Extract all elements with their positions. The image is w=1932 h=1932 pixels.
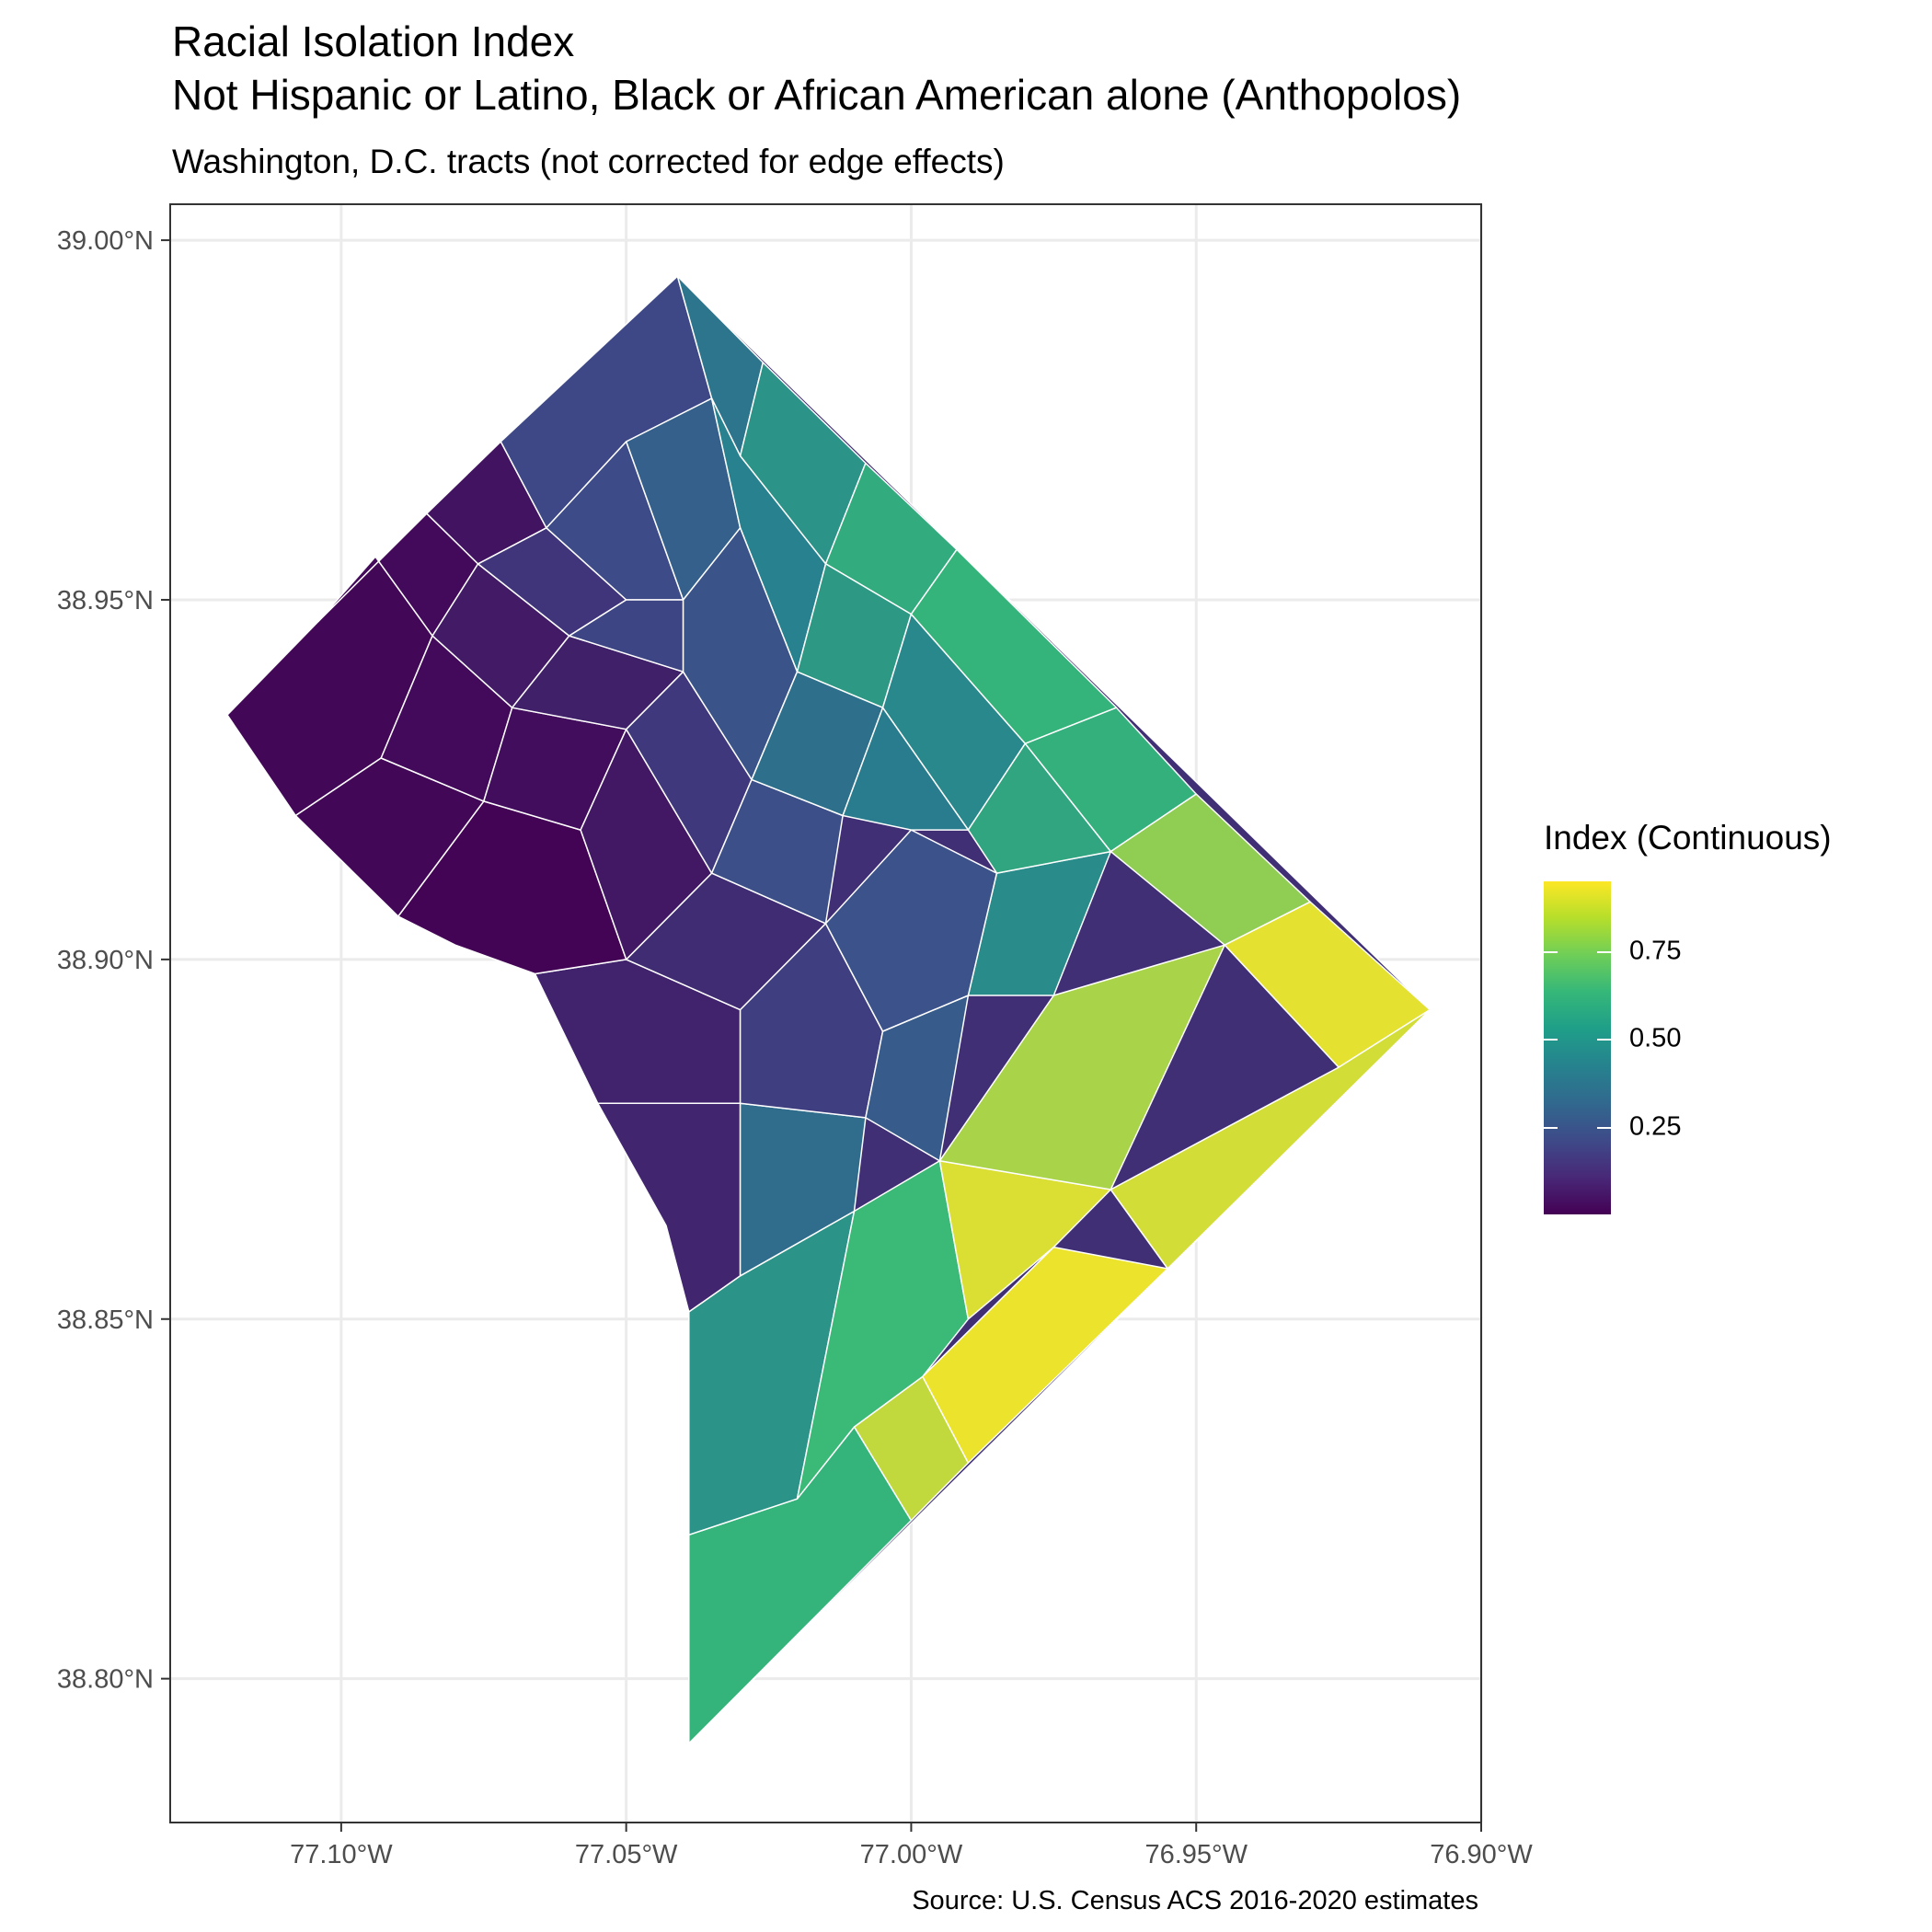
legend-colorbar xyxy=(1544,881,1611,1214)
y-tick-label: 38.85°N xyxy=(57,1305,154,1335)
chart-title-line-2: Not Hispanic or Latino, Black or African… xyxy=(172,71,1462,119)
plot-border xyxy=(169,203,1482,1823)
y-tick-label: 38.95°N xyxy=(57,586,154,615)
y-axis: 38.80°N 38.85°N 38.90°N 38.95°N 39.00°N xyxy=(57,226,170,1695)
tract xyxy=(824,829,998,1032)
caption: Source: U.S. Census ACS 2016-2020 estima… xyxy=(912,1886,1478,1915)
tract xyxy=(967,742,1112,874)
legend-tick xyxy=(1597,951,1611,954)
legend-tick-label: 0.50 xyxy=(1629,1023,1682,1053)
legend-tick xyxy=(1597,1126,1611,1129)
tract-polygons xyxy=(226,275,1432,1745)
legend-title: Index (Continuous) xyxy=(1544,819,1832,857)
x-axis: 77.10°W 77.05°W 77.00°W 76.95°W 76.90°W xyxy=(290,1823,1533,1869)
tract xyxy=(842,707,970,831)
y-tick-label: 38.90°N xyxy=(57,946,154,975)
x-tick-label: 77.10°W xyxy=(290,1840,393,1869)
legend-tick xyxy=(1544,1126,1558,1129)
legend-tick xyxy=(1544,1039,1558,1041)
x-tick-label: 77.00°W xyxy=(860,1840,963,1869)
legend-tick xyxy=(1597,1039,1611,1041)
y-tick-label: 39.00°N xyxy=(57,226,154,256)
legend-tick-label: 0.75 xyxy=(1629,936,1682,966)
x-tick-label: 76.90°W xyxy=(1430,1840,1533,1869)
x-tick-label: 77.05°W xyxy=(575,1840,678,1869)
x-tick-label: 76.95°W xyxy=(1144,1840,1248,1869)
legend: Index (Continuous) 0.25 0.50 0.75 xyxy=(1544,819,1832,1214)
chart-subtitle: Washington, D.C. tracts (not corrected f… xyxy=(172,143,1005,180)
legend-tick-label: 0.25 xyxy=(1629,1111,1682,1142)
y-tick-label: 38.80°N xyxy=(57,1665,154,1695)
legend-tick xyxy=(1544,951,1558,954)
chart-title: Racial Isolation Index xyxy=(172,17,575,65)
